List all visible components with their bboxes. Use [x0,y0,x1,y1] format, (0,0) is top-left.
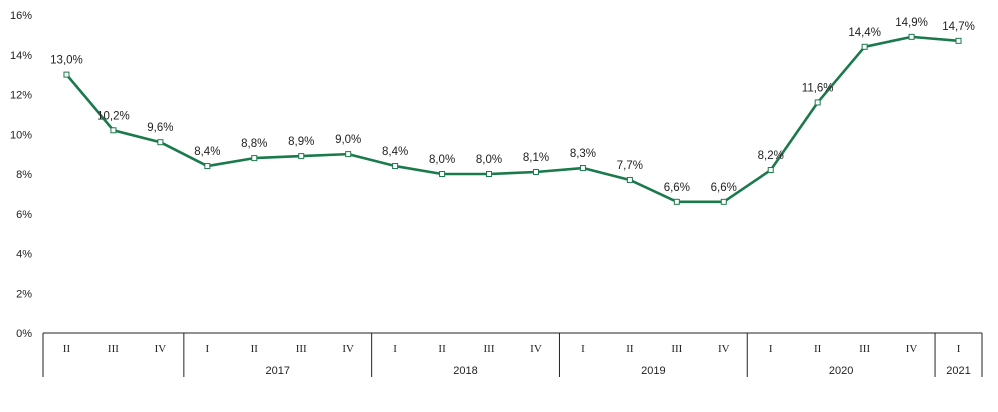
x-tick-label: IV [718,343,730,355]
y-tick-label: 4% [16,249,32,261]
data-label: 8,2% [758,150,784,162]
data-point-marker [345,151,352,158]
data-point-marker [673,198,680,205]
data-label: 13,0% [50,55,83,67]
data-label: 9,6% [147,122,173,134]
y-tick-label: 12% [10,90,32,102]
data-point-marker [439,171,446,177]
y-tick-label: 16% [10,10,32,22]
data-label: 8,3% [570,148,596,160]
x-tick-label: IV [530,343,542,355]
data-point-marker [204,163,211,170]
data-point-marker [532,169,539,176]
year-label: 2019 [641,365,665,377]
x-tick-label: III [296,343,307,355]
x-tick-label: IV [342,343,354,355]
year-label: 2020 [829,365,853,377]
x-tick-label: II [626,343,634,355]
x-tick-label: I [581,343,585,355]
x-tick-label: I [957,343,961,355]
data-label: 8,0% [429,154,455,166]
data-label: 14,4% [848,27,881,39]
x-tick-label: I [769,343,773,355]
y-tick-label: 8% [16,169,32,181]
data-label: 7,7% [617,160,643,172]
data-label: 6,6% [664,182,690,194]
data-point-marker [110,127,117,134]
data-point-marker [955,37,962,44]
data-point-marker [251,155,258,162]
data-label: 8,0% [476,154,502,166]
data-point-marker [908,33,915,40]
data-point-marker [486,171,493,177]
data-point-marker [767,167,774,174]
data-point-marker [626,176,633,183]
x-tick-label: II [63,343,71,355]
data-label: 11,6% [802,82,834,94]
year-label: 2018 [453,365,477,377]
data-point-marker [157,139,164,146]
data-point-marker [720,198,727,205]
x-tick-label: II [438,343,446,355]
x-tick-label: III [859,343,870,355]
data-label: 10,2% [97,110,130,122]
data-point-marker [298,153,305,160]
x-tick-label: I [393,343,397,355]
y-tick-label: 0% [16,328,32,340]
data-point-marker [814,99,821,106]
y-tick-label: 2% [16,288,32,300]
data-label: 14,7% [942,21,975,33]
year-label: 2017 [266,365,290,377]
x-tick-label: II [814,343,822,355]
x-tick-label: III [108,343,119,355]
x-tick-label: IV [155,343,167,355]
data-point-marker [579,165,586,172]
data-label: 8,8% [241,138,267,150]
data-point-marker [63,71,70,78]
data-label: 14,9% [895,17,928,29]
data-point-marker [392,163,399,170]
data-label: 8,4% [194,146,220,158]
x-tick-label: III [484,343,495,355]
year-label: 2021 [946,365,970,377]
x-tick-label: IV [906,343,918,355]
y-tick-label: 6% [16,209,32,221]
data-label: 9,0% [335,134,361,146]
data-point-marker [861,43,868,50]
y-tick-label: 10% [10,129,32,141]
x-tick-label: III [671,343,682,355]
x-tick-label: II [251,343,259,355]
y-tick-label: 14% [10,50,32,62]
data-label: 6,6% [711,182,737,194]
data-label: 8,9% [288,136,314,148]
x-tick-label: I [205,343,209,355]
series-line [65,35,959,204]
data-label: 8,1% [523,152,549,164]
data-label: 8,4% [382,146,408,158]
